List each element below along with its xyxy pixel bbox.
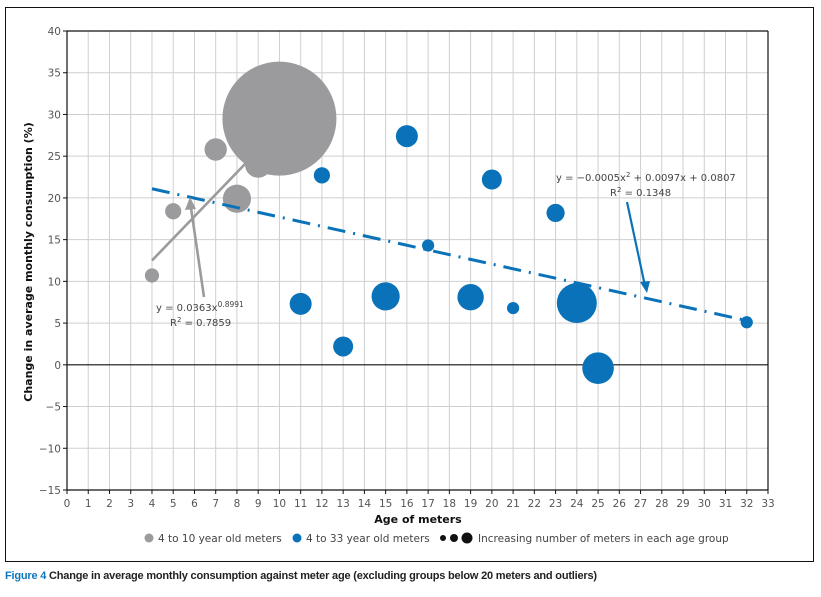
power-trend-arrow <box>185 197 206 298</box>
x-tick-label: 21 <box>506 498 519 510</box>
x-tick-label: 17 <box>421 498 434 510</box>
x-tick-label: 1 <box>85 498 92 510</box>
power-trend-equation: y = 0.0363x0.8991 <box>156 300 244 315</box>
x-tick-label: 0 <box>64 498 71 510</box>
axes <box>63 30 769 494</box>
figure-label: Figure 4 <box>5 570 47 582</box>
legend-label-blue: 4 to 33 year old meters <box>306 533 430 545</box>
power-trendline <box>151 142 266 262</box>
x-tick-label: 23 <box>549 498 562 510</box>
y-tick-label: 0 <box>54 360 61 372</box>
legend-label-size: Increasing number of meters in each age … <box>478 533 729 545</box>
x-tick-label: 10 <box>273 498 286 510</box>
bubble-blue <box>457 284 484 311</box>
x-tick-label: 11 <box>294 498 307 510</box>
bubble-blue <box>289 292 312 315</box>
x-tick-label: 33 <box>761 498 774 510</box>
bubble-gray <box>204 138 227 161</box>
trendlines <box>151 142 748 323</box>
x-tick-label: 5 <box>170 498 177 510</box>
y-tick-label: 30 <box>48 109 61 121</box>
bubble-blue <box>371 282 400 311</box>
y-tick-label: 15 <box>48 235 61 247</box>
polynomial-trendline <box>151 187 748 323</box>
x-tick-label: 26 <box>613 498 627 510</box>
bubble-blue <box>582 352 614 384</box>
bubble-blue <box>546 203 565 223</box>
x-axis-label: Age of meters <box>374 513 462 526</box>
y-tick-label: 5 <box>54 318 61 330</box>
x-tick-label: 20 <box>485 498 498 510</box>
x-tick-label: 12 <box>315 498 328 510</box>
legend-swatch-blue <box>292 533 302 543</box>
y-tick-label: 25 <box>48 151 61 163</box>
annotations: y = 0.0363x0.8991 R2 = 0.7859 y = −0.000… <box>156 171 736 329</box>
caption-text: Change in average monthly consumption ag… <box>46 570 597 582</box>
bubble-blue <box>740 316 753 329</box>
bubbles <box>144 61 753 384</box>
x-tick-label: 3 <box>127 498 134 510</box>
x-tick-label: 24 <box>570 498 584 510</box>
bubble-blue <box>395 125 418 148</box>
x-tick-label: 15 <box>379 498 392 510</box>
poly-trend-r2: R2 = 0.1348 <box>610 186 671 199</box>
power-trend-exponent: 0.8991 <box>218 300 244 309</box>
x-tick-label: 16 <box>400 498 414 510</box>
legend-item-blue: 4 to 33 year old meters <box>292 533 430 545</box>
y-tick-label: 35 <box>48 68 61 80</box>
legend-swatch-gray <box>144 533 154 543</box>
x-tick-label: 18 <box>443 498 456 510</box>
x-tick-label: 31 <box>719 498 732 510</box>
x-tick-label: 22 <box>528 498 541 510</box>
poly-trend-equation: y = −0.0005x2 + 0.0097x + 0.0807 <box>556 171 736 184</box>
y-tick-label: 40 <box>48 26 61 38</box>
y-tick-label: −10 <box>39 443 61 455</box>
x-tick-labels: 0 1 2 3 4 5 6 7 8 9 10 11 12 13 14 15 16 17 18 19 20 21 22 23 24… <box>64 498 775 510</box>
x-tick-label: 29 <box>676 498 689 510</box>
bubble-blue <box>506 301 520 315</box>
bubble-blue <box>481 169 502 190</box>
bubble-gray <box>165 203 182 220</box>
power-trend-r2: R2 = 0.7859 <box>170 316 231 329</box>
x-tick-label: 13 <box>336 498 349 510</box>
x-tick-label: 14 <box>358 498 372 510</box>
x-tick-label: 6 <box>191 498 198 510</box>
y-axis-label: Change in average monthly consumption (%… <box>22 122 35 401</box>
y-tick-label: 20 <box>48 193 61 205</box>
legend-item-size: Increasing number of meters in each age … <box>440 532 729 545</box>
x-tick-label: 28 <box>655 498 668 510</box>
x-tick-label: 4 <box>149 498 156 510</box>
legend-size-small-icon <box>440 535 446 541</box>
y-tick-label: 10 <box>48 276 61 288</box>
grid <box>67 31 769 490</box>
x-tick-label: 8 <box>234 498 241 510</box>
x-tick-label: 27 <box>634 498 647 510</box>
x-tick-label: 19 <box>464 498 477 510</box>
bubble-blue <box>313 167 331 184</box>
x-tick-label: 32 <box>740 498 753 510</box>
chart-frame <box>5 7 814 562</box>
y-tick-labels: 40 35 30 25 20 15 10 5 0 −5 −10 −15 <box>39 26 61 497</box>
legend-item-gray: 4 to 10 year old meters <box>144 533 282 545</box>
x-tick-label: 30 <box>698 498 711 510</box>
legend-size-large-icon <box>461 532 473 544</box>
x-tick-label: 25 <box>591 498 604 510</box>
bubble-blue <box>333 336 354 357</box>
legend-size-medium-icon <box>450 534 458 542</box>
figure-caption: Figure 4 Change in average monthly consu… <box>5 570 597 582</box>
y-tick-label: −5 <box>46 402 61 414</box>
x-tick-label: 9 <box>255 498 262 510</box>
legend-label-gray: 4 to 10 year old meters <box>158 533 282 545</box>
x-tick-label: 7 <box>212 498 219 510</box>
bubble-gray <box>222 61 337 176</box>
legend: 4 to 10 year old meters 4 to 33 year old… <box>144 532 729 545</box>
x-tick-label: 2 <box>106 498 113 510</box>
bubble-gray <box>144 268 160 283</box>
poly-trend-arrow <box>625 201 650 293</box>
bubble-blue <box>556 283 597 324</box>
y-tick-label: −15 <box>39 485 61 497</box>
